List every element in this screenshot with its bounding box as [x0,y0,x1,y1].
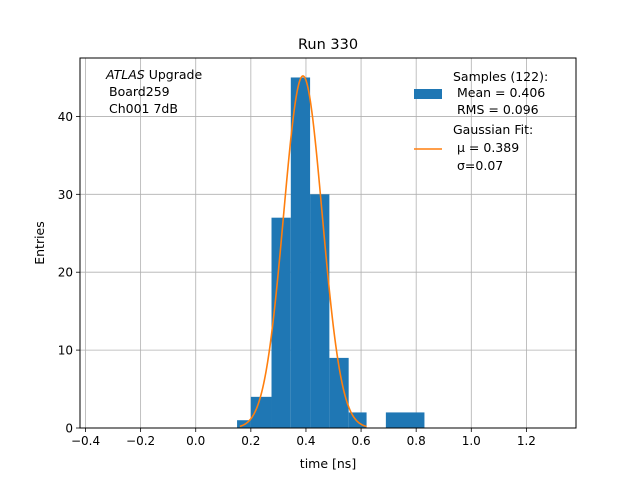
gaussian-fit [239,75,367,428]
annotation-atlas: ATLAS [105,67,145,82]
histogram-bar [385,412,425,428]
y-tick-label: 30 [58,188,73,202]
histogram-bars [237,77,425,428]
annotation-board: Board259 [109,84,170,99]
legend-rms: RMS = 0.096 [457,102,539,117]
x-tick-label: 1.2 [517,434,536,448]
legend-mu: μ = 0.389 [457,140,519,155]
annotation-title: ATLAS Upgrade [105,67,202,82]
legend-sigma: σ=0.07 [457,158,503,173]
histogram-bar [250,396,272,428]
x-tick-label: −0.4 [71,434,100,448]
annotation-upgrade: Upgrade [145,67,203,82]
x-tick-label: 0.2 [241,434,260,448]
x-tick-label: 0.4 [296,434,315,448]
legend-histogram-swatch [414,89,442,99]
histogram-bar [290,77,311,428]
histogram-bar [329,357,349,428]
y-tick-label: 0 [65,422,73,436]
x-tick-label: 0.6 [352,434,371,448]
annotation-channel: Ch001 7dB [109,101,178,116]
y-tick-label: 20 [58,266,73,280]
legend-histogram-label: Samples (122): [453,69,548,84]
y-tick-label: 10 [58,344,73,358]
x-tick-label: −0.2 [126,434,155,448]
plot-frame [79,57,577,429]
y-tick-label: 40 [58,110,73,124]
x-axis-ticks: −0.4 −0.2 0.0 0.2 0.4 0.6 0.8 1.0 1.2 [71,428,536,448]
legend: Samples (122): Mean = 0.406 RMS = 0.096 … [414,69,548,173]
x-axis-label: time [ns] [300,456,356,471]
histogram-bar [271,217,291,428]
chart-title: Run 330 [298,37,358,53]
y-axis-label: Entries [32,221,47,265]
histogram-bar [310,194,330,428]
x-tick-label: 0.8 [407,434,426,448]
x-tick-label: 1.0 [462,434,481,448]
x-tick-label: 0.0 [186,434,205,448]
atlas-annotation: ATLAS Upgrade Board259 Ch001 7dB [105,67,202,116]
y-axis-ticks: 0 10 20 30 40 [58,110,80,436]
legend-fit-label: Gaussian Fit: [453,122,533,137]
legend-mean: Mean = 0.406 [457,85,545,100]
gaussian-fit-curve [239,75,367,428]
